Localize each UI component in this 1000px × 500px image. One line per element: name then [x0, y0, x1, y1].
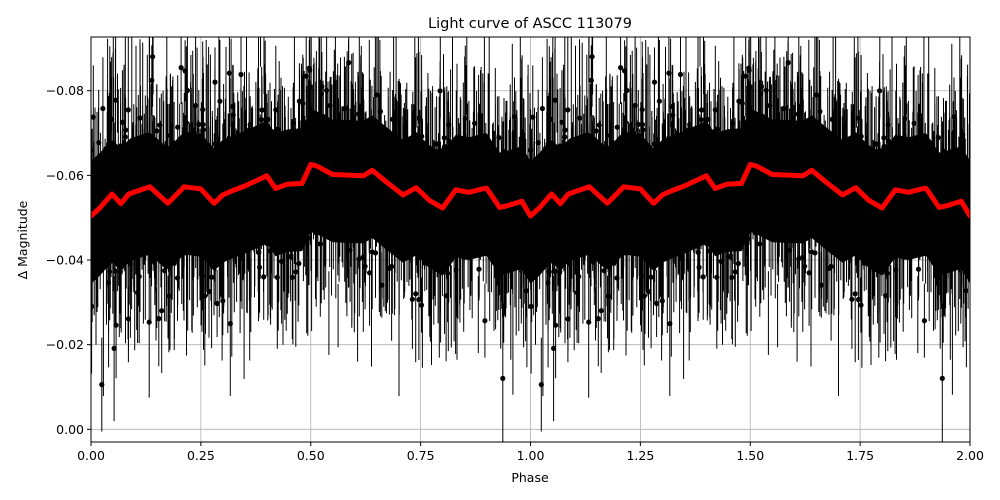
y-axis-ticks: −0.08 −0.06 −0.04 −0.02 0.00 — [46, 83, 91, 437]
x-tick-label: 0.25 — [187, 448, 215, 463]
x-tick-label: 1.50 — [736, 448, 764, 463]
y-tick-label: −0.04 — [46, 253, 84, 268]
y-axis-label: Δ Magnitude — [15, 200, 30, 279]
x-tick-label: 1.00 — [517, 448, 545, 463]
x-tick-label: 1.25 — [626, 448, 654, 463]
x-tick-label: 0.75 — [407, 448, 435, 463]
x-tick-label: 2.00 — [956, 448, 984, 463]
x-axis-label: Phase — [511, 470, 549, 485]
y-tick-label: −0.02 — [46, 337, 84, 352]
x-tick-label: 1.75 — [846, 448, 874, 463]
x-tick-label: 0.50 — [297, 448, 325, 463]
chart-title: Light curve of ASCC 113079 — [428, 16, 632, 32]
y-tick-label: −0.06 — [46, 168, 84, 183]
y-tick-label: 0.00 — [56, 422, 84, 437]
x-axis-ticks: 0.00 0.25 0.50 0.75 1.00 1.25 1.50 1.75 2.00 — [77, 442, 984, 463]
binned-mean-line — [91, 161, 970, 219]
y-tick-label: −0.08 — [46, 83, 84, 98]
x-tick-label: 0.00 — [77, 448, 105, 463]
